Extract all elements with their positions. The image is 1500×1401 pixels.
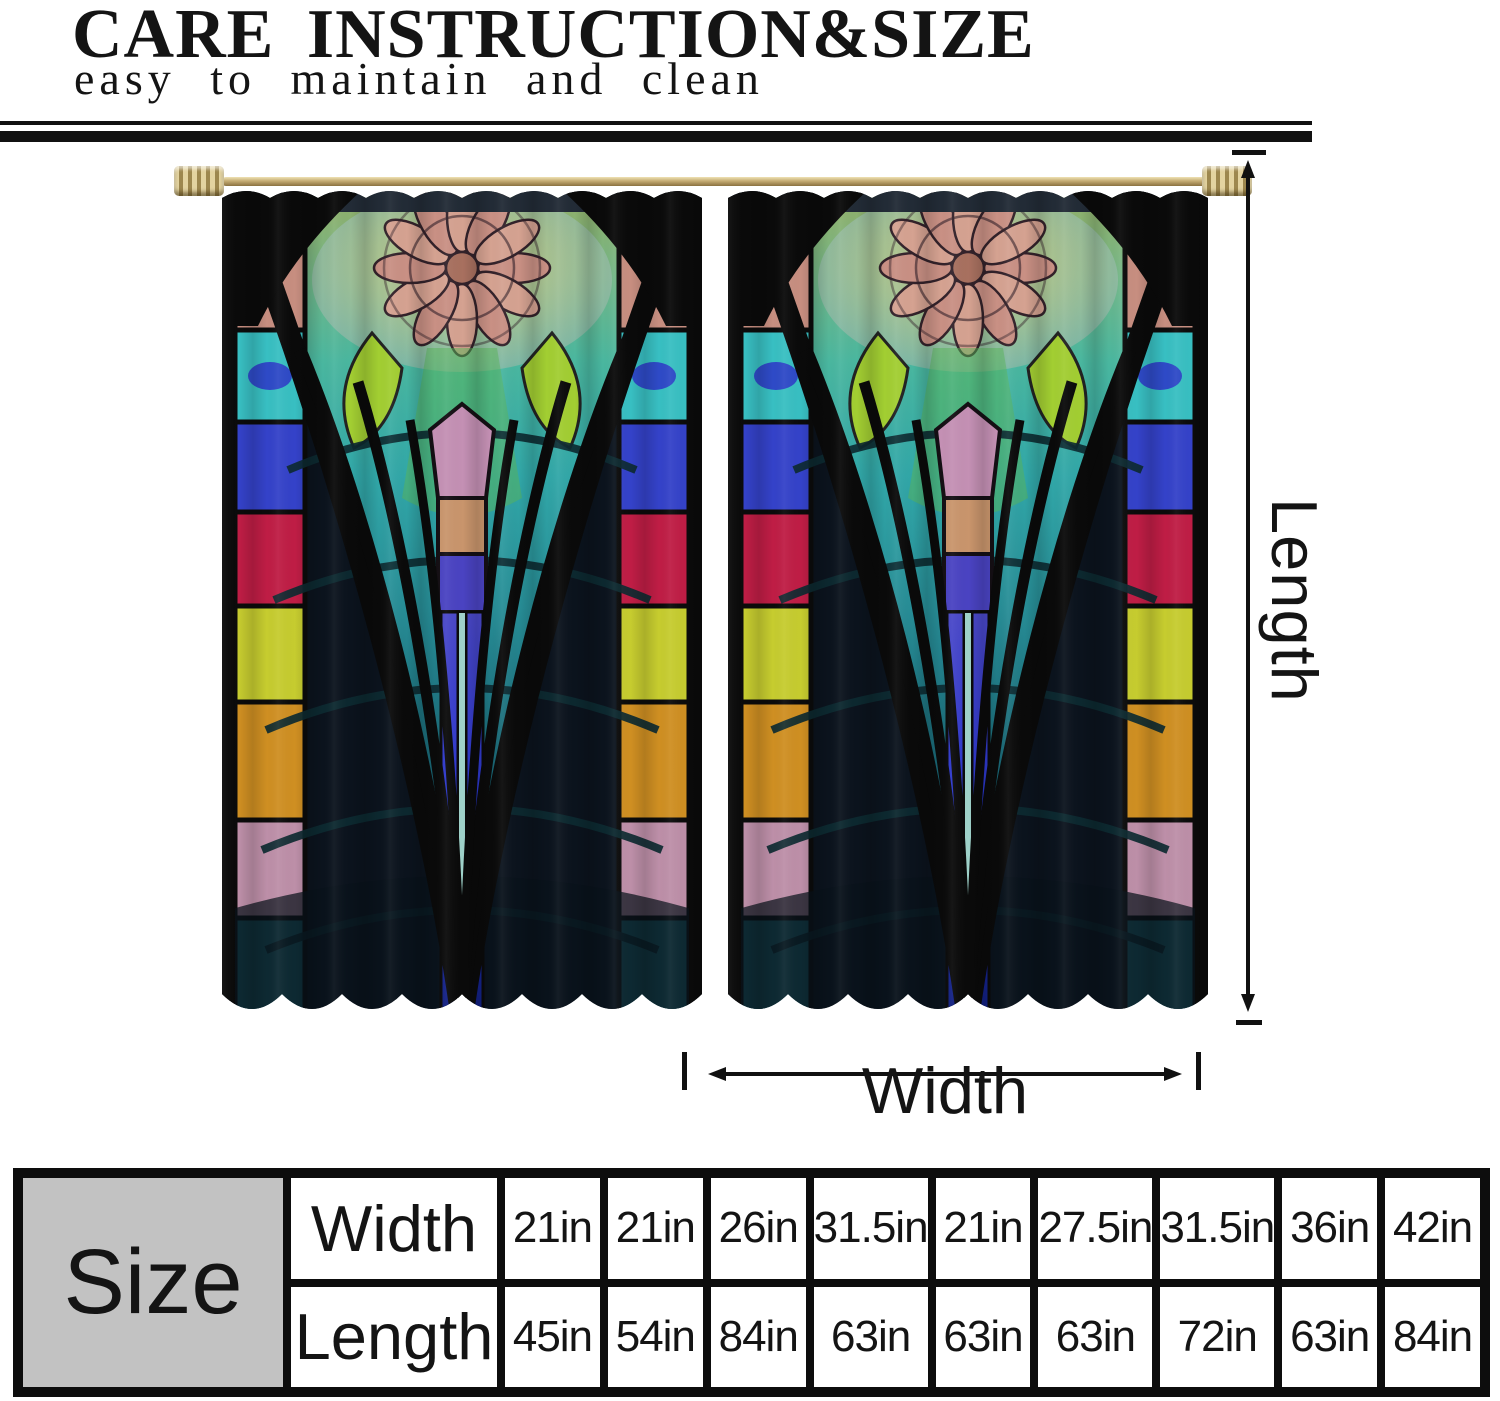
length-value-cell: 45in: [505, 1286, 600, 1387]
width-value-cell: 27.5in: [1038, 1178, 1153, 1279]
length-value-cell: 63in: [1282, 1286, 1378, 1387]
length-label: Length: [1258, 498, 1331, 703]
length-arrow: [1241, 160, 1255, 1012]
curtain-panel-left: [222, 168, 702, 1036]
width-value-cell: 36in: [1282, 1178, 1378, 1279]
length-value-cell: 63in: [813, 1286, 928, 1387]
page-subtitle: easy to maintain and clean: [74, 53, 764, 104]
width-arrow: [708, 1067, 1182, 1081]
width-label: Width: [861, 1054, 1029, 1127]
width-left-tick: [682, 1052, 687, 1090]
length-value-cell: 72in: [1160, 1286, 1275, 1387]
width-value-cell: 21in: [505, 1178, 600, 1279]
length-value-cell: 84in: [1385, 1286, 1480, 1387]
length-value-cell: 63in: [935, 1286, 1031, 1387]
size-table: Size Width 21in 21in 26in 31.5in 21in 27…: [13, 1168, 1490, 1397]
size-table-row-header-length: Length: [291, 1286, 497, 1387]
width-right-tick: [1196, 1052, 1201, 1090]
size-table-corner-label: Size: [23, 1178, 283, 1387]
curtain-panel-right: [728, 168, 1208, 1036]
length-value-cell: 63in: [1038, 1286, 1153, 1387]
divider-thick: [0, 131, 1312, 142]
width-value-cell: 31.5in: [1160, 1178, 1275, 1279]
width-value-cell: 26in: [710, 1178, 806, 1279]
length-value-cell: 84in: [710, 1286, 806, 1387]
length-value-cell: 54in: [607, 1286, 703, 1387]
size-table-row-header-width: Width: [291, 1178, 497, 1279]
rod-finial-right: [1202, 166, 1252, 196]
curtain-rod: [222, 177, 1206, 186]
divider-thin: [0, 121, 1312, 125]
width-value-cell: 42in: [1385, 1178, 1480, 1279]
length-bottom-tick: [1236, 1020, 1262, 1025]
page-title: CARE INSTRUCTION&SIZE: [72, 0, 1035, 73]
width-value-cell: 21in: [935, 1178, 1031, 1279]
width-value-cell: 21in: [607, 1178, 703, 1279]
width-value-cell: 31.5in: [813, 1178, 929, 1279]
length-top-tick: [1232, 150, 1266, 155]
rod-finial-left: [174, 166, 224, 196]
